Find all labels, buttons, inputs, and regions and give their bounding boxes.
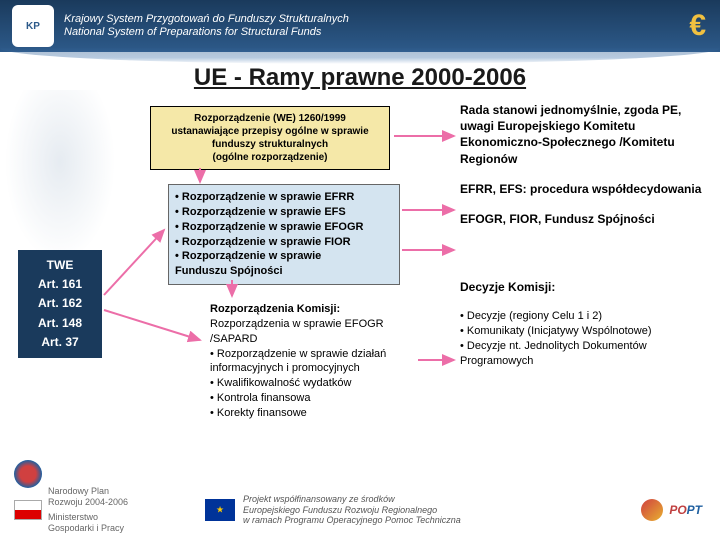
footer: Narodowy Plan Rozwoju 2004-2006 Minister… xyxy=(0,480,720,540)
header-title-pl: Krajowy System Przygotowań do Funduszy S… xyxy=(64,13,349,26)
footer-line: Europejskiego Funduszu Rozwoju Regionaln… xyxy=(243,505,461,516)
right-block-3: EFOGR, FIOR, Fundusz Spójności xyxy=(460,211,705,227)
header-title: Krajowy System Przygotowań do Funduszy S… xyxy=(64,13,349,39)
header-bar: KP Krajowy System Przygotowań do Fundusz… xyxy=(0,0,720,52)
left-sidebar: TWE Art. 161 Art. 162 Art. 148 Art. 37 xyxy=(0,100,120,480)
komisji-line: • Rozporządzenie w sprawie działań infor… xyxy=(210,347,412,377)
content-area: TWE Art. 161 Art. 162 Art. 148 Art. 37 R… xyxy=(0,100,720,480)
komisji-box: Rozporządzenia Komisji: Rozporządzenia w… xyxy=(206,298,416,425)
komisji-header: Rozporządzenia Komisji: xyxy=(210,302,412,317)
popt-logo-icon xyxy=(641,499,663,521)
bullet-line: • Rozporządzenie w sprawie EFS xyxy=(175,205,393,220)
twe-box: TWE Art. 161 Art. 162 Art. 148 Art. 37 xyxy=(18,250,102,358)
regulation-line: ustanawiające przepisy ogólne w sprawie xyxy=(157,125,383,138)
header-title-en: National System of Preparations for Stru… xyxy=(64,26,349,39)
poland-flag-icon xyxy=(14,500,42,520)
bullet-line: Funduszu Spójności xyxy=(175,264,393,279)
map-background xyxy=(0,90,120,270)
footer-center: Projekt współfinansowany ze środków Euro… xyxy=(205,494,461,526)
bullet-line: • Rozporządzenie w sprawie EFRR xyxy=(175,190,393,205)
right-bullet: • Komunikaty (Inicjatywy Wspólnotowe) xyxy=(460,324,705,339)
bullet-line: • Rozporządzenie w sprawie EFOGR xyxy=(175,220,393,235)
right-column: Rada stanowi jednomyślnie, zgoda PE, uwa… xyxy=(460,102,705,383)
regulation-line: funduszy strukturalnych xyxy=(157,138,383,151)
regulation-line: Rozporządzenie (WE) 1260/1999 xyxy=(157,112,383,125)
bullet-box: • Rozporządzenie w sprawie EFRR • Rozpor… xyxy=(168,184,400,285)
regulation-box: Rozporządzenie (WE) 1260/1999 ustanawiaj… xyxy=(150,106,390,170)
bullet-line: • Rozporządzenie w sprawie xyxy=(175,249,393,264)
right-block-2: EFRR, EFS: procedura współdecydowania xyxy=(460,181,705,197)
bullet-line: • Rozporządzenie w sprawie FIOR xyxy=(175,235,393,250)
twe-line: Art. 162 xyxy=(22,294,98,313)
footer-right: POPT xyxy=(641,499,702,521)
header-logo: KP xyxy=(12,5,54,47)
footer-line: w ramach Programu Operacyjnego Pomoc Tec… xyxy=(243,515,461,526)
komisji-line: • Kwalifikowalność wydatków xyxy=(210,376,412,391)
footer-left-text: Narodowy Plan Rozwoju 2004-2006 Minister… xyxy=(48,486,128,533)
komisji-line: Rozporządzenia w sprawie EFOGR /SAPARD xyxy=(210,317,412,347)
footer-center-text: Projekt współfinansowany ze środków Euro… xyxy=(243,494,461,526)
komisji-line: • Kontrola finansowa xyxy=(210,391,412,406)
right-bullet: • Decyzje (regiony Celu 1 i 2) xyxy=(460,309,705,324)
right-block-4: Decyzje Komisji: xyxy=(460,279,705,295)
footer-line: Gospodarki i Pracy xyxy=(48,523,128,534)
twe-line: Art. 161 xyxy=(22,275,98,294)
footer-line: Rozwoju 2004-2006 xyxy=(48,497,128,508)
footer-line: Ministerstwo xyxy=(48,512,128,523)
right-block-1: Rada stanowi jednomyślnie, zgoda PE, uwa… xyxy=(460,102,705,167)
twe-line: Art. 37 xyxy=(22,333,98,352)
popt-text: POPT xyxy=(669,503,702,517)
komisji-line: • Korekty finansowe xyxy=(210,406,412,421)
footer-line: Projekt współfinansowany ze środków xyxy=(243,494,461,505)
euro-icon: € xyxy=(689,9,706,43)
regulation-line: (ogólne rozporządzenie) xyxy=(157,151,383,164)
page-title: UE - Ramy prawne 2000-2006 xyxy=(0,64,720,92)
right-bullet: • Decyzje nt. Jednolitych Dokumentów Pro… xyxy=(460,339,705,369)
footer-line: Narodowy Plan xyxy=(48,486,128,497)
footer-left: Narodowy Plan Rozwoju 2004-2006 Minister… xyxy=(14,486,128,533)
header-wave xyxy=(0,48,720,64)
right-block-5: • Decyzje (regiony Celu 1 i 2) • Komunik… xyxy=(460,309,705,368)
eu-flag-icon xyxy=(205,499,235,521)
twe-line: Art. 148 xyxy=(22,314,98,333)
twe-line: TWE xyxy=(22,256,98,275)
